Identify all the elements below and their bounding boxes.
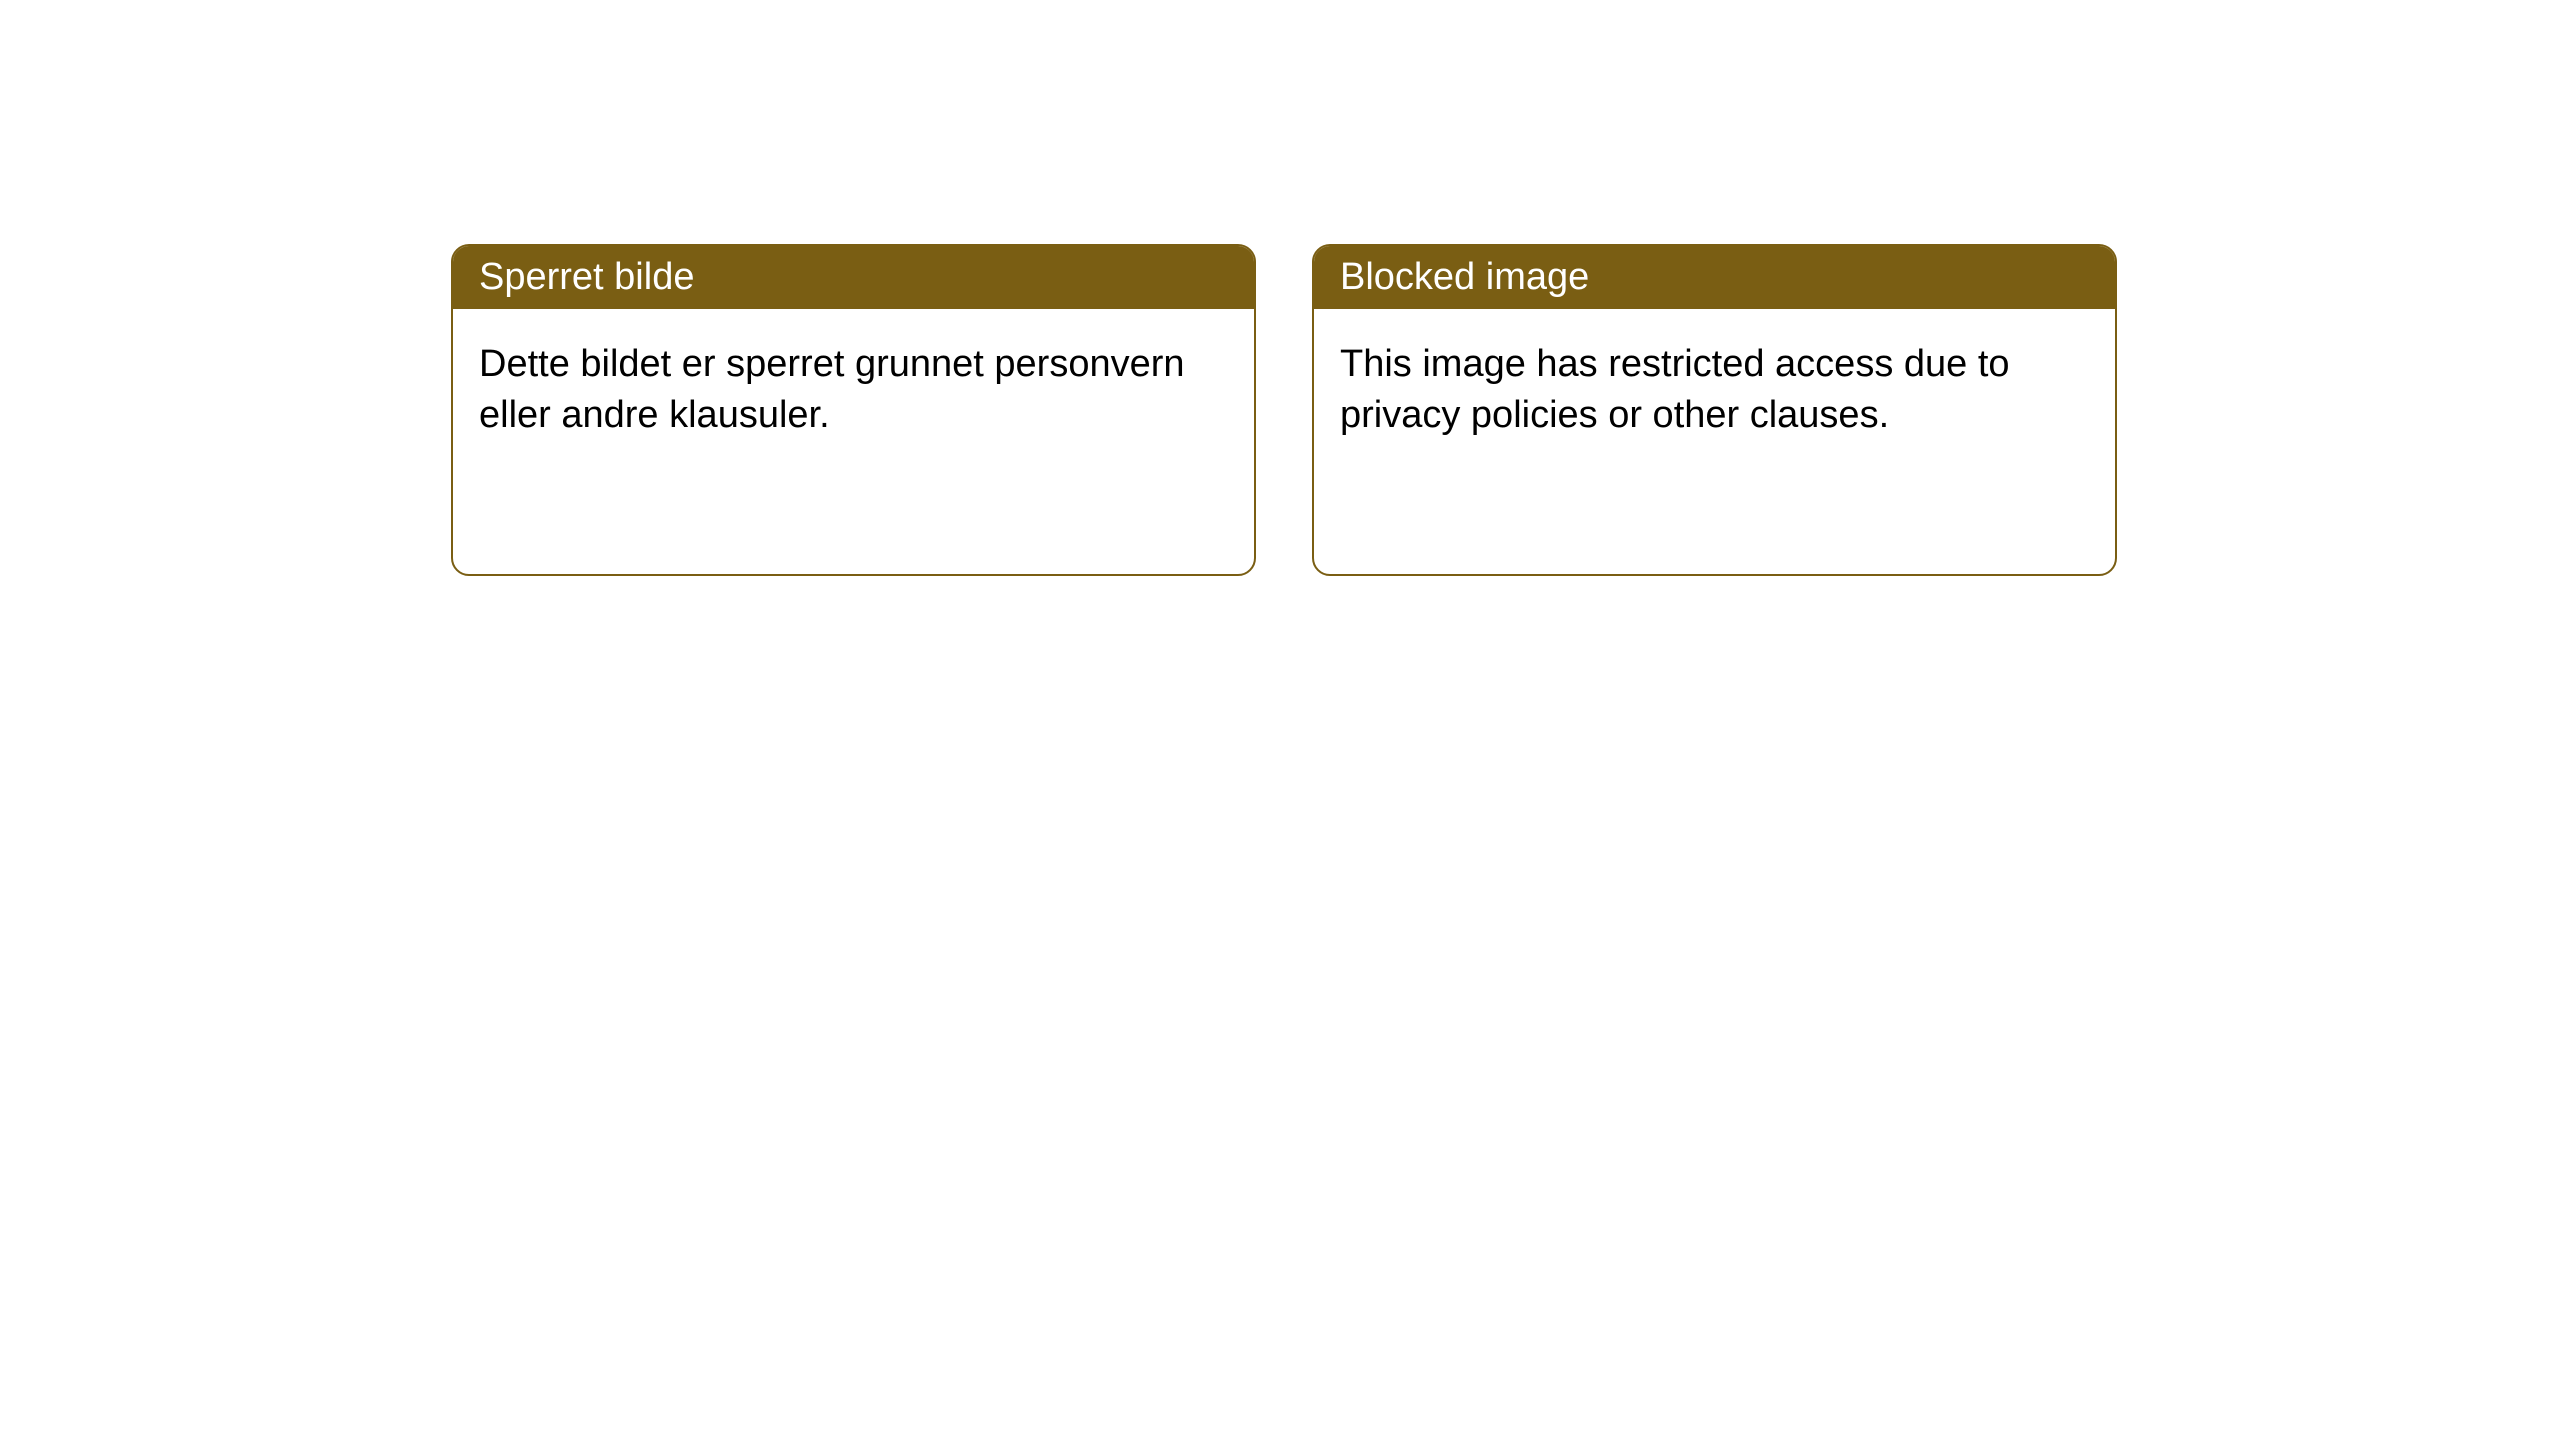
notice-container: Sperret bilde Dette bildet er sperret gr… (451, 244, 2117, 576)
notice-body: This image has restricted access due to … (1314, 309, 2115, 472)
notice-title: Blocked image (1340, 256, 1589, 298)
notice-header: Sperret bilde (453, 246, 1254, 309)
notice-title: Sperret bilde (479, 256, 694, 298)
notice-body-text: Dette bildet er sperret grunnet personve… (479, 343, 1185, 436)
notice-box-norwegian: Sperret bilde Dette bildet er sperret gr… (451, 244, 1256, 576)
notice-box-english: Blocked image This image has restricted … (1312, 244, 2117, 576)
notice-header: Blocked image (1314, 246, 2115, 309)
notice-body: Dette bildet er sperret grunnet personve… (453, 309, 1254, 472)
notice-body-text: This image has restricted access due to … (1340, 343, 2010, 436)
